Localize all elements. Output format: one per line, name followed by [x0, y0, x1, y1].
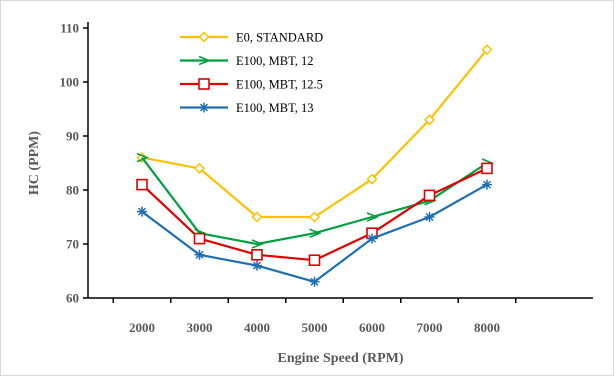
data-point	[423, 114, 436, 126]
series-layer	[136, 44, 495, 287]
data-point	[308, 211, 321, 223]
data-point	[137, 206, 147, 217]
y-tick-label: 90	[66, 129, 79, 144]
data-point	[482, 179, 492, 190]
data-point	[309, 276, 320, 287]
x-axis-title: Engine Speed (RPM)	[278, 351, 404, 366]
legend-entry: E100, MBT, 12.5	[180, 78, 323, 92]
y-axis-title: HC (PPM)	[27, 131, 42, 195]
data-point	[481, 44, 493, 56]
legend-entry: E100, MBT, 13	[180, 101, 314, 115]
legend-label: E100, MBT, 12	[236, 54, 314, 68]
x-tick-label: 7000	[417, 320, 443, 335]
data-point	[194, 249, 205, 260]
data-point	[251, 249, 263, 261]
y-tick-label: 80	[66, 183, 79, 198]
data-point	[424, 212, 435, 222]
x-tick-label: 2000	[129, 320, 155, 335]
legend-marker	[199, 102, 209, 113]
series-4	[137, 179, 492, 287]
data-point	[366, 212, 380, 222]
legend-marker	[198, 78, 210, 90]
legend-label: E100, MBT, 13	[236, 101, 314, 115]
y-tick-label: 70	[66, 237, 79, 252]
series-3	[136, 162, 493, 266]
data-point	[308, 254, 321, 266]
data-point	[251, 211, 263, 223]
legend-marker	[198, 31, 210, 43]
data-point	[136, 178, 148, 191]
legend-label: E0, STANDARD	[236, 31, 323, 45]
y-tick-label: 60	[66, 291, 79, 306]
data-point	[251, 239, 265, 249]
x-tick-label: 6000	[359, 320, 385, 335]
x-tick-label: 3000	[187, 320, 213, 335]
x-tick-label: 5000	[302, 320, 328, 335]
data-point	[193, 232, 206, 245]
data-point	[366, 173, 378, 185]
data-point	[309, 228, 322, 238]
legend-entry: E0, STANDARD	[180, 31, 323, 45]
data-point	[193, 162, 206, 174]
legend: E0, STANDARD E100, MBT, 12 E100, MBT, 12.5…	[180, 31, 323, 115]
x-tick-label: 4000	[244, 320, 270, 335]
legend-label: E100, MBT, 12.5	[236, 78, 323, 92]
legend-marker	[198, 55, 212, 66]
data-point	[252, 260, 262, 271]
data-point	[423, 189, 436, 202]
data-point	[367, 233, 377, 244]
legend-entry: E100, MBT, 12	[180, 54, 314, 68]
data-point	[136, 152, 150, 163]
axes: 60 70 80 90 100 110 2000 3000 4000 5000 6000 7000 80…	[60, 21, 593, 335]
x-tick-label: 8000	[474, 320, 500, 335]
data-point	[481, 162, 493, 175]
y-tick-label: 100	[60, 75, 80, 90]
y-tick-label: 110	[60, 21, 79, 36]
